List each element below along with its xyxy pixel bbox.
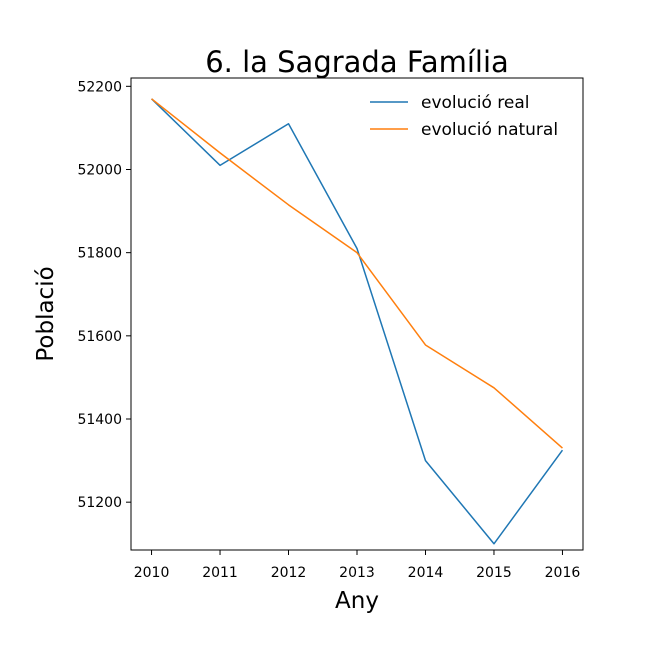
y-tick-label: 51800: [77, 246, 122, 262]
y-axis-title: Població: [33, 266, 59, 361]
series-line-2: [151, 98, 563, 449]
x-axis: 2010 2011 2012 2013 2014 2015 2016: [134, 550, 581, 581]
y-tick-label: 51400: [77, 412, 122, 428]
x-tick-label: 2015: [476, 565, 512, 581]
x-tick-label: 2012: [271, 565, 307, 581]
y-axis: 51200 51400 51600 51800 52000 52200: [77, 79, 131, 511]
x-tick-label: 2016: [545, 565, 581, 581]
x-tick-label: 2011: [202, 565, 238, 581]
x-tick-label: 2010: [134, 565, 170, 581]
x-tick-label: 2014: [408, 565, 444, 581]
series-line-1: [151, 98, 564, 545]
chart-title: 6. la Sagrada Família: [205, 45, 509, 79]
y-tick-label: 52200: [77, 79, 122, 95]
legend-label-1: evolució real: [421, 93, 530, 113]
y-tick-label: 51600: [77, 329, 122, 345]
y-tick-label: 52000: [77, 162, 122, 178]
x-tick-label: 2013: [339, 565, 375, 581]
x-axis-title: Any: [335, 588, 379, 614]
series-layer: [151, 98, 564, 545]
legend-label-2: evolució natural: [421, 120, 558, 140]
legend: evolució real evolució natural: [370, 93, 558, 140]
y-tick-label: 51200: [77, 495, 122, 511]
plot-area: [130, 77, 584, 551]
